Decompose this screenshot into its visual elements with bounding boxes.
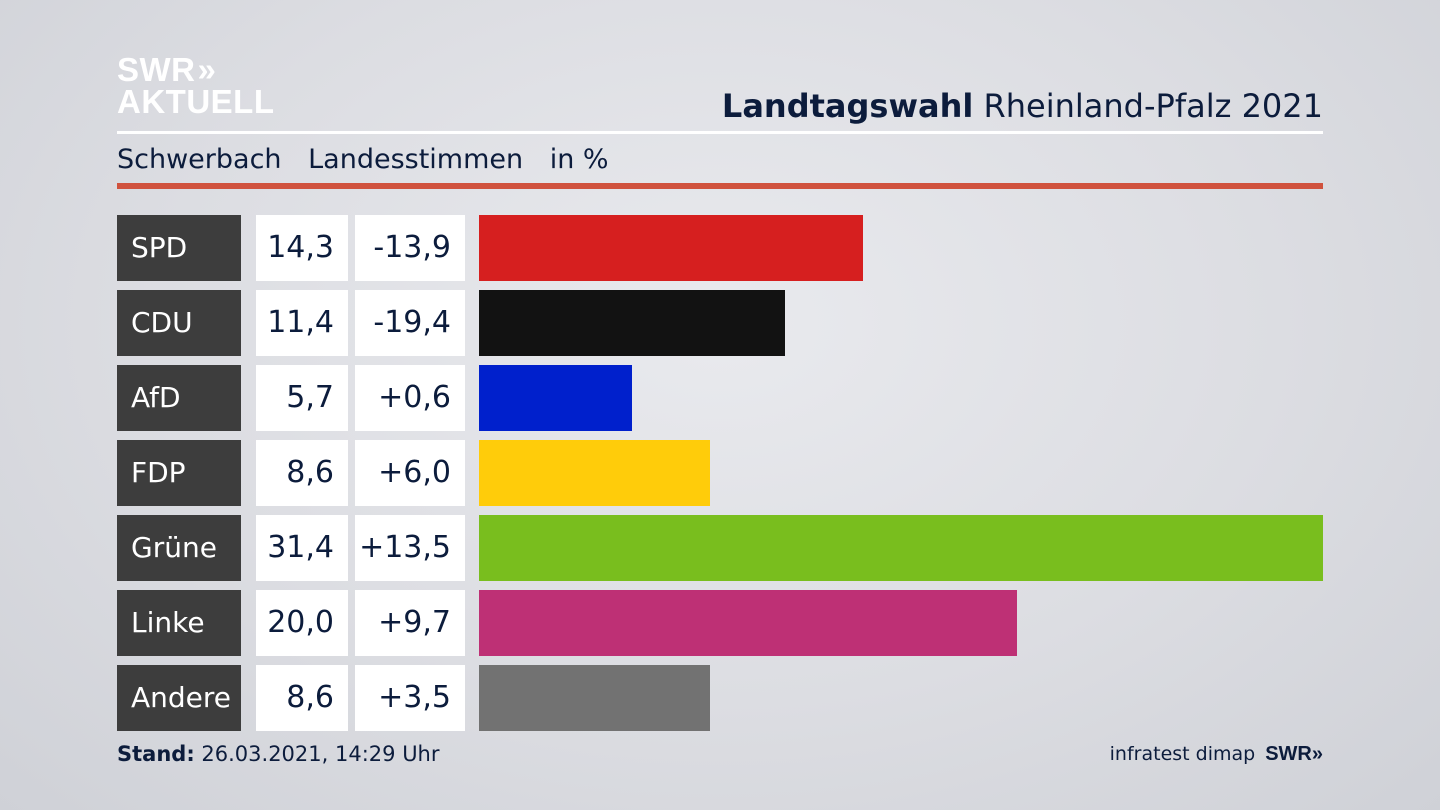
header-divider xyxy=(117,131,1323,134)
unit-label: in % xyxy=(549,144,609,175)
timestamp: Stand: 26.03.2021, 14:29 Uhr xyxy=(117,740,440,768)
vote-change-value: +9,7 xyxy=(355,590,465,656)
vote-share-value: 5,7 xyxy=(256,365,348,431)
vote-change-value: +6,0 xyxy=(355,440,465,506)
vote-type: Landesstimmen xyxy=(308,144,524,175)
vote-change-value: +0,6 xyxy=(355,365,465,431)
chart-row: Andere 8,6 +3,5 xyxy=(117,665,1323,731)
vote-change-value: -19,4 xyxy=(355,290,465,356)
source-label: infratest dimap xyxy=(1109,743,1256,765)
vote-share-bar xyxy=(479,590,1017,656)
vote-change-value: +13,5 xyxy=(355,515,465,581)
party-label: AfD xyxy=(117,365,241,431)
swr-aktuell-logo: SWR» AKTUELL xyxy=(117,51,275,120)
party-label: CDU xyxy=(117,290,241,356)
brand-text: SWR xyxy=(1265,743,1312,765)
vote-change-value: -13,9 xyxy=(355,215,465,281)
title-rest: Rheinland-Pfalz 2021 xyxy=(983,87,1323,125)
logo-swr-text: SWR xyxy=(117,51,196,88)
vote-share-value: 31,4 xyxy=(256,515,348,581)
vote-share-bar xyxy=(479,665,710,731)
party-label: Linke xyxy=(117,590,241,656)
vote-share-bar xyxy=(479,215,863,281)
party-label: Grüne xyxy=(117,515,241,581)
logo-aktuell-text: AKTUELL xyxy=(117,83,275,120)
chart-row: CDU 11,4 -19,4 xyxy=(117,290,1323,356)
vote-share-value: 11,4 xyxy=(256,290,348,356)
chart-row: AfD 5,7 +0,6 xyxy=(117,365,1323,431)
place-name: Schwerbach xyxy=(117,144,282,175)
brand-chevron-icon: » xyxy=(1311,743,1323,765)
accent-divider xyxy=(117,183,1323,189)
vote-share-bar xyxy=(479,515,1323,581)
chart-row: Linke 20,0 +9,7 xyxy=(117,590,1323,656)
page-title: Landtagswahl Rheinland-Pfalz 2021 xyxy=(722,84,1323,128)
vote-share-value: 14,3 xyxy=(256,215,348,281)
party-label: Andere xyxy=(117,665,241,731)
chart-row: Grüne 31,4 +13,5 xyxy=(117,515,1323,581)
source-credit: infratest dimap SWR» xyxy=(1110,740,1323,768)
vote-share-bar xyxy=(479,440,710,506)
stand-value: 26.03.2021, 14:29 Uhr xyxy=(201,742,440,766)
vote-share-bar xyxy=(479,365,632,431)
party-label: FDP xyxy=(117,440,241,506)
vote-share-value: 8,6 xyxy=(256,665,348,731)
subheader: Schwerbach Landesstimmen in % xyxy=(117,140,627,180)
title-bold: Landtagswahl xyxy=(721,87,974,125)
vote-share-bar xyxy=(479,290,785,356)
party-label: SPD xyxy=(117,215,241,281)
vote-share-value: 20,0 xyxy=(256,590,348,656)
chart-row: FDP 8,6 +6,0 xyxy=(117,440,1323,506)
vote-change-value: +3,5 xyxy=(355,665,465,731)
stand-label: Stand: xyxy=(117,742,195,766)
vote-share-value: 8,6 xyxy=(256,440,348,506)
chart-row: SPD 14,3 -13,9 xyxy=(117,215,1323,281)
swr-brand-logo: SWR» xyxy=(1265,743,1323,765)
